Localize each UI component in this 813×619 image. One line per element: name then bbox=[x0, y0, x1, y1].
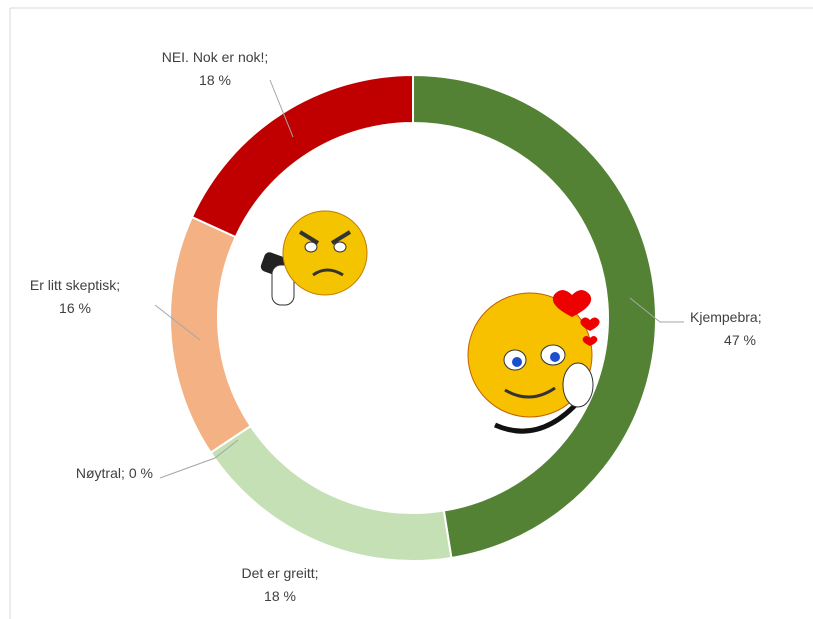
value-label: 47 % bbox=[724, 332, 756, 348]
data-label: Det er greitt; 18 % bbox=[241, 565, 318, 604]
chart: Kjempebra; 47 % Det er greitt; 18 % Nøytral;… bbox=[0, 0, 813, 619]
value-label: 16 % bbox=[59, 300, 91, 316]
donut-segment bbox=[192, 75, 413, 237]
donut-segment bbox=[170, 217, 251, 453]
category-label: Nøytral; bbox=[76, 465, 125, 481]
donut-segment bbox=[211, 426, 452, 561]
data-label: NEI. Nok er nok!; 18 % bbox=[162, 49, 269, 88]
category-label: Kjempebra; bbox=[690, 309, 762, 325]
category-label: Er litt skeptisk; bbox=[30, 277, 120, 293]
value-label: 0 % bbox=[129, 465, 153, 481]
category-label: Det er greitt; bbox=[241, 565, 318, 581]
data-label: Nøytral;0 % bbox=[76, 465, 153, 481]
angry-emoji bbox=[259, 211, 367, 305]
donut bbox=[170, 75, 656, 561]
value-label: 18 % bbox=[264, 588, 296, 604]
data-label: Er litt skeptisk; 16 % bbox=[30, 277, 120, 316]
data-label: Kjempebra; 47 % bbox=[690, 309, 762, 348]
love-emoji bbox=[468, 290, 600, 431]
value-label: 18 % bbox=[199, 72, 231, 88]
category-label: NEI. Nok er nok!; bbox=[162, 49, 269, 65]
